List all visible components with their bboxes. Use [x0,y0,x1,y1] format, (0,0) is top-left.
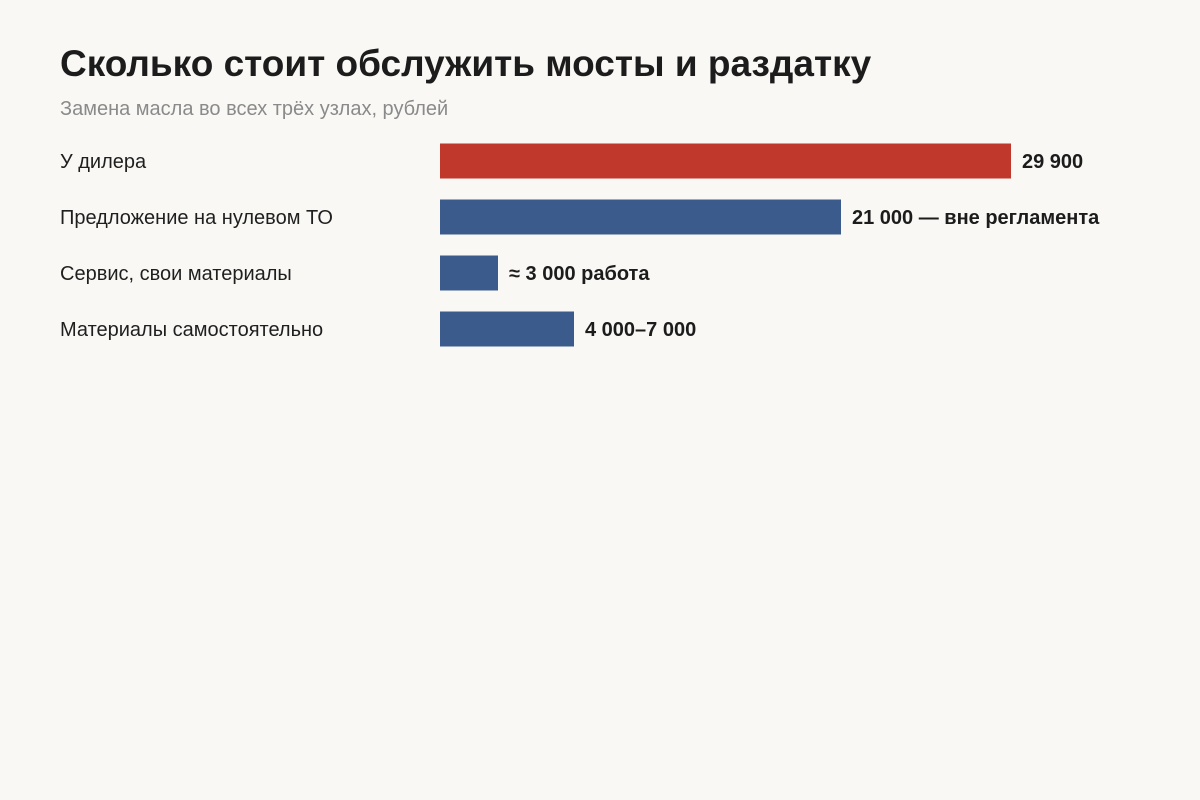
bar [440,143,1011,179]
value-label: 4 000–7 000 [585,319,696,341]
bar [440,311,574,347]
chart-title: Сколько стоит обслужить мосты и раздатку [60,43,872,84]
bar [440,255,498,291]
value-label: 29 900 [1022,151,1083,173]
category-label: Предложение на нулевом ТО [60,207,333,229]
category-label: У дилера [60,151,147,173]
category-label: Сервис, свои материалы [60,263,292,285]
value-label: 21 000 — вне регламента [852,207,1100,229]
chart-subtitle: Замена масла во всех трёх узлах, рублей [60,98,449,120]
category-label: Материалы самостоятельно [60,319,323,341]
value-label: ≈ 3 000 работа [509,263,650,285]
bar [440,199,841,235]
